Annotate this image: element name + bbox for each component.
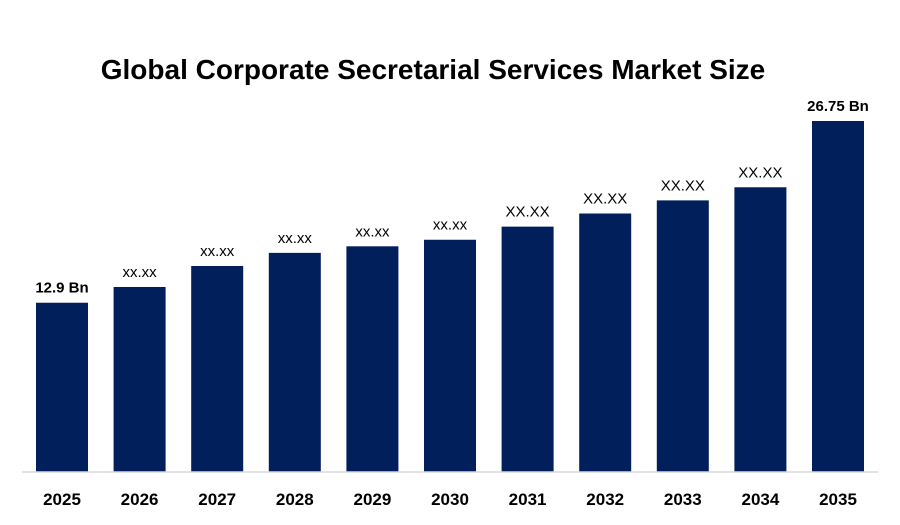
bar-2032 bbox=[579, 213, 632, 473]
data-label-2028: xx.xx bbox=[278, 230, 313, 247]
bar-2034 bbox=[734, 187, 787, 472]
bar-2033 bbox=[656, 200, 709, 472]
x-tick-2033: 2033 bbox=[664, 490, 702, 509]
data-label-2035: 26.75 Bn bbox=[807, 98, 869, 115]
data-label-2031: XX.XX bbox=[506, 204, 550, 221]
data-label-2025: 12.9 Bn bbox=[35, 280, 88, 297]
bar-2031 bbox=[501, 226, 554, 472]
data-label-2027: xx.xx bbox=[200, 243, 235, 260]
bars-group bbox=[36, 121, 864, 473]
chart-title: Global Corporate Secretarial Services Ma… bbox=[100, 54, 766, 85]
x-tick-2031: 2031 bbox=[509, 490, 547, 509]
x-tick-2034: 2034 bbox=[741, 490, 779, 509]
bar-2028 bbox=[268, 252, 321, 472]
x-tick-2032: 2032 bbox=[586, 490, 624, 509]
data-labels-group: 12.9 Bn xx.xx xx.xx xx.xx xx.xx xx.xx XX.XX XX.… bbox=[35, 98, 869, 297]
data-label-2026: xx.xx bbox=[123, 264, 158, 281]
data-label-2032: XX.XX bbox=[583, 191, 627, 208]
bar-2026 bbox=[113, 286, 166, 472]
data-label-2029: xx.xx bbox=[355, 223, 390, 240]
x-tick-labels-group: 2025 2026 2027 2028 2029 2030 2031 2032 2033 2034… bbox=[43, 490, 857, 509]
bar-2035 bbox=[812, 121, 864, 472]
x-tick-2028: 2028 bbox=[276, 490, 314, 509]
x-tick-2025: 2025 bbox=[43, 490, 81, 509]
x-tick-2026: 2026 bbox=[121, 490, 159, 509]
x-tick-2029: 2029 bbox=[353, 490, 391, 509]
x-tick-2030: 2030 bbox=[431, 490, 469, 509]
bar-2029 bbox=[346, 246, 399, 472]
data-label-2034: XX.XX bbox=[738, 164, 782, 181]
x-tick-2027: 2027 bbox=[198, 490, 236, 509]
bar-2027 bbox=[191, 265, 244, 472]
bar-2025 bbox=[36, 302, 88, 472]
data-label-2033: XX.XX bbox=[661, 177, 705, 194]
data-label-2030: xx.xx bbox=[433, 217, 468, 234]
bar-2030 bbox=[424, 239, 476, 472]
x-tick-2035: 2035 bbox=[819, 490, 857, 509]
